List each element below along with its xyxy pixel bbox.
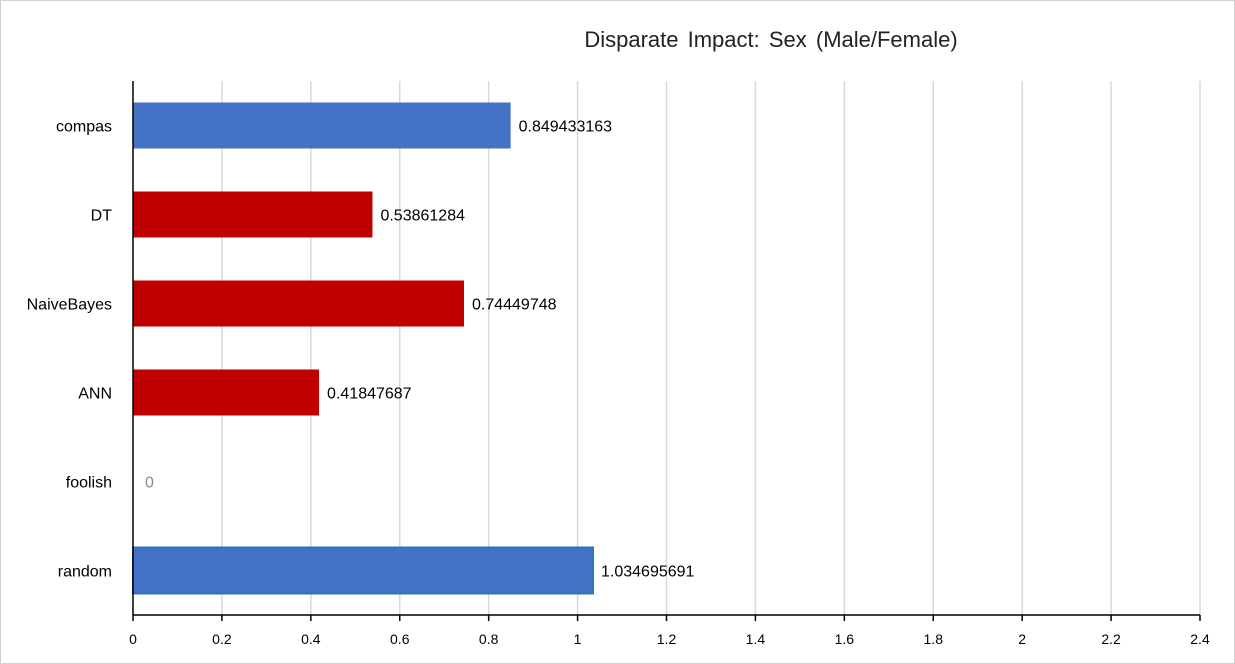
x-tick-label-8: 1.6 <box>835 631 855 647</box>
value-label-random: 1.034695691 <box>601 564 695 581</box>
x-tick-label-3: 0.6 <box>390 631 410 647</box>
chart-title: Disparate Impact: Sex (Male/Female) <box>584 27 958 52</box>
x-tick-label-10: 2 <box>1018 631 1026 647</box>
x-tick-label-5: 1 <box>574 631 582 647</box>
value-label-DT: 0.53861284 <box>380 208 465 225</box>
x-tick-label-11: 2.2 <box>1101 631 1121 647</box>
x-tick-label-4: 0.8 <box>479 631 499 647</box>
bar-DT <box>133 191 373 238</box>
value-label-foolish: 0 <box>145 475 154 492</box>
x-tick-label-0: 0 <box>129 631 137 647</box>
category-label-random: random <box>58 564 112 581</box>
bar-ANN <box>133 369 320 416</box>
value-label-NaiveBayes: 0.74449748 <box>472 297 557 314</box>
category-label-compas: compas <box>56 119 112 136</box>
x-tick-label-6: 1.2 <box>657 631 677 647</box>
value-label-ANN: 0.41847687 <box>327 386 412 403</box>
x-tick-label-12: 2.4 <box>1190 631 1210 647</box>
bar-compas <box>133 102 511 149</box>
bar-random <box>132 546 595 595</box>
category-label-NaiveBayes: NaiveBayes <box>27 297 112 314</box>
x-tick-label-7: 1.4 <box>746 631 766 647</box>
x-tick-label-1: 0.2 <box>212 631 232 647</box>
x-tick-label-9: 1.8 <box>924 631 944 647</box>
bar-NaiveBayes <box>133 280 464 327</box>
category-label-foolish: foolish <box>66 475 112 492</box>
value-label-compas: 0.849433163 <box>519 119 613 136</box>
category-label-ANN: ANN <box>78 386 112 403</box>
category-label-DT: DT <box>91 208 113 225</box>
x-tick-label-2: 0.4 <box>301 631 321 647</box>
